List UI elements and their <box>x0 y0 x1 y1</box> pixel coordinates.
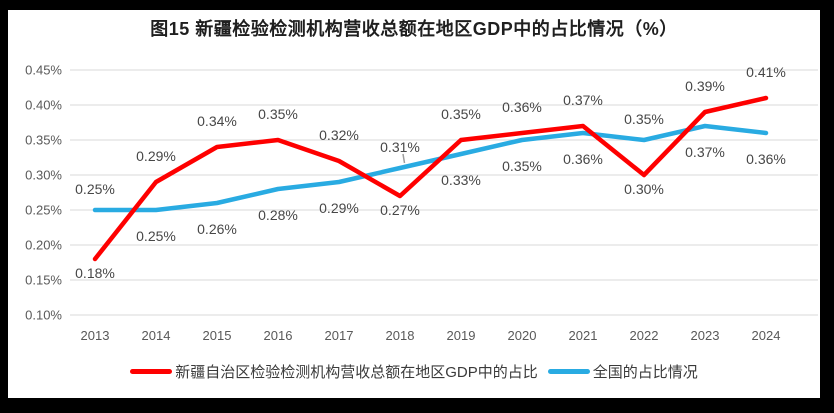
series-line-national <box>92 123 769 213</box>
data-label-national: 0.25% <box>75 181 115 197</box>
data-label-national: 0.35% <box>502 158 542 174</box>
data-label-xinjiang: 0.30% <box>624 181 664 197</box>
y-tick-label: 0.40% <box>25 98 62 113</box>
x-tick-label: 2020 <box>508 328 537 343</box>
legend-label-national: 全国的占比情况 <box>592 364 698 381</box>
x-tick-label: 2015 <box>203 328 232 343</box>
data-label-national: 0.37% <box>685 144 725 160</box>
chart-legend: 新疆自治区检验检测机构营收总额在地区GDP中的占比 全国的占比情况 <box>8 361 820 382</box>
data-label-xinjiang: 0.29% <box>136 148 176 164</box>
data-label-xinjiang: 0.41% <box>746 64 786 80</box>
data-label-national: 0.33% <box>441 172 481 188</box>
x-tick-label: 2016 <box>264 328 293 343</box>
x-tick-label: 2017 <box>325 328 354 343</box>
legend-swatch-national-line <box>547 369 590 374</box>
data-label-xinjiang: 0.32% <box>319 127 359 143</box>
y-tick-label: 0.25% <box>25 203 62 218</box>
x-tick-label: 2019 <box>447 328 476 343</box>
legend-label-xinjiang: 新疆自治区检验检测机构营收总额在地区GDP中的占比 <box>175 364 538 381</box>
y-tick-label: 0.20% <box>25 238 62 253</box>
data-label-national: 0.28% <box>258 207 298 223</box>
line-chart: 0.45% 0.40% 0.35% 0.30% 0.25% 0.20% 0.15% 0.10%… <box>25 63 818 343</box>
data-label-national: 0.26% <box>197 221 237 237</box>
x-tick-label: 2022 <box>630 328 659 343</box>
series-line-xinjiang <box>92 95 769 262</box>
chart-title: 图15 新疆检验检测机构营收总额在地区GDP中的占比情况（%） <box>150 19 678 39</box>
x-tick-label: 2021 <box>569 328 598 343</box>
x-tick-label: 2013 <box>81 328 110 343</box>
x-tick-label: 2024 <box>752 328 781 343</box>
data-label-national: 0.25% <box>136 228 176 244</box>
legend-swatch-xinjiang-line <box>130 369 173 374</box>
x-tick-label: 2023 <box>691 328 720 343</box>
x-tick-label: 2014 <box>142 328 171 343</box>
y-tick-label: 0.15% <box>25 273 62 288</box>
x-tick-label: 2018 <box>386 328 415 343</box>
y-tick-label: 0.10% <box>25 308 62 323</box>
y-tick-label: 0.35% <box>25 133 62 148</box>
data-label-xinjiang: 0.27% <box>380 202 420 218</box>
y-tick-label: 0.45% <box>25 63 62 78</box>
data-label-xinjiang: 0.35% <box>441 106 481 122</box>
data-label-xinjiang: 0.36% <box>502 99 542 115</box>
data-label-national: 0.36% <box>563 151 603 167</box>
data-label-national: 0.35% <box>624 111 664 127</box>
data-label-xinjiang: 0.39% <box>685 78 725 94</box>
label-leader-line <box>402 153 406 164</box>
data-label-xinjiang: 0.34% <box>197 113 237 129</box>
y-tick-label: 0.30% <box>25 168 62 183</box>
chart-panel: 图15 新疆检验检测机构营收总额在地区GDP中的占比情况（%） 0.45% 0.4… <box>8 10 820 398</box>
data-label-xinjiang: 0.37% <box>563 92 603 108</box>
data-label-national: 0.29% <box>319 200 359 216</box>
data-label-xinjiang: 0.18% <box>75 265 115 281</box>
data-label-national: 0.36% <box>746 151 786 167</box>
data-label-national: 0.31% <box>380 139 420 155</box>
data-label-xinjiang: 0.35% <box>258 106 298 122</box>
